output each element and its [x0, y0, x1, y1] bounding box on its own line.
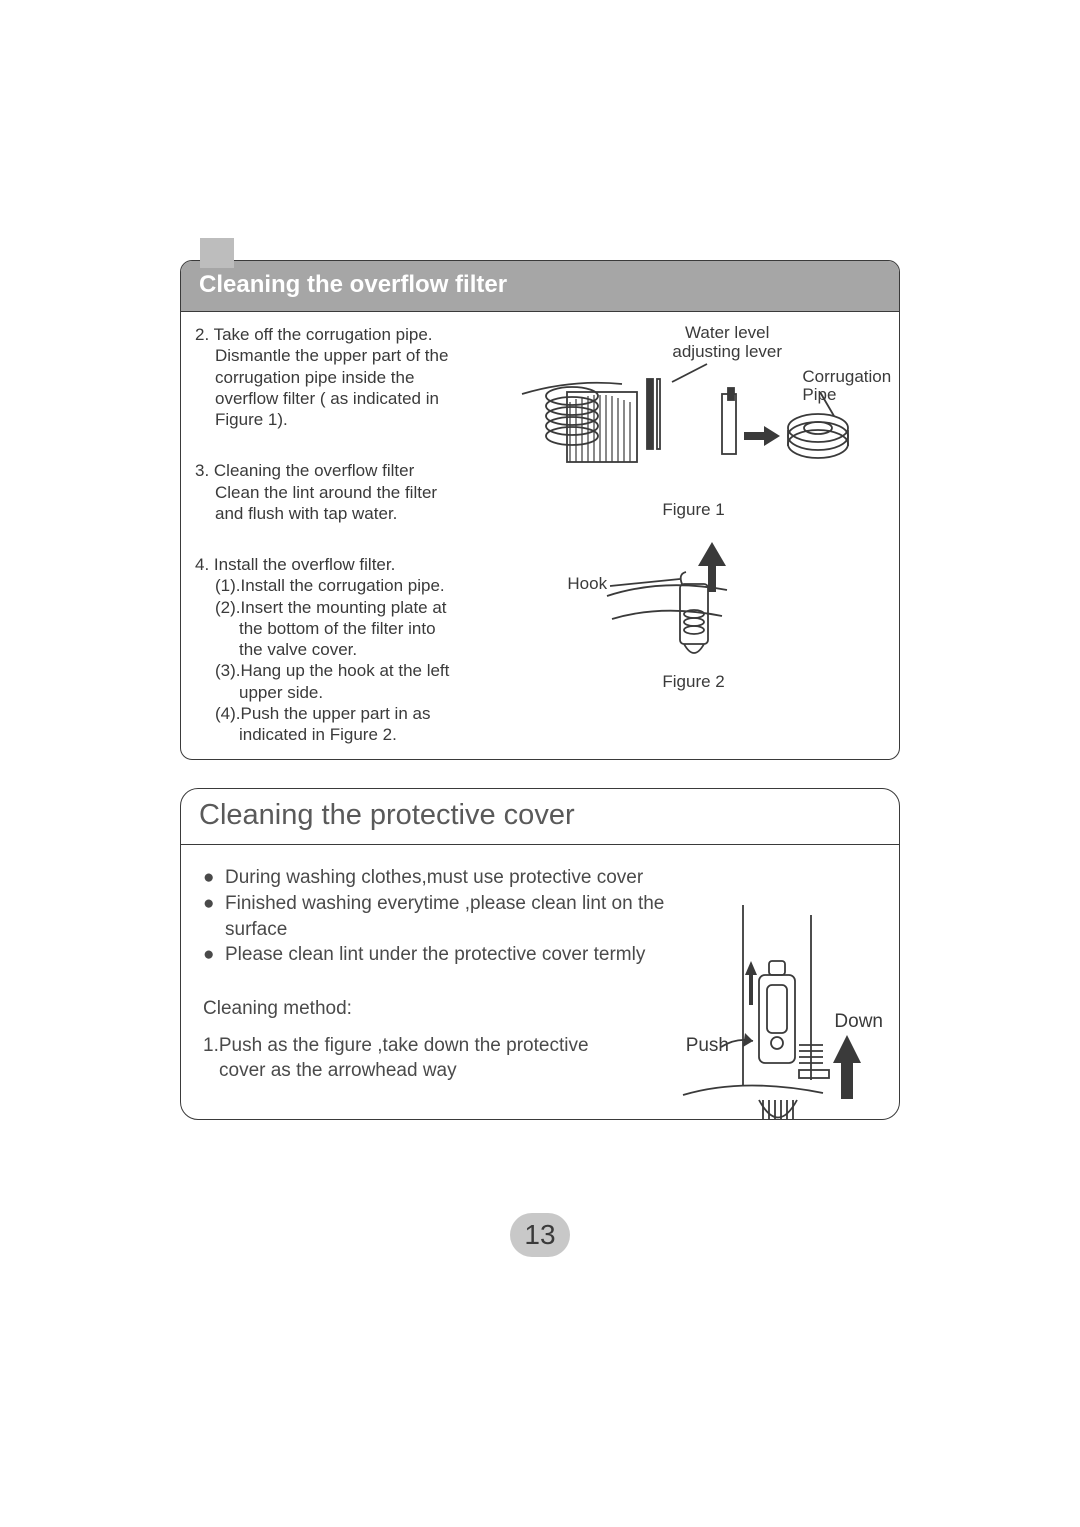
figure-1: Water level adjusting lever Corrugation …	[512, 324, 885, 524]
protective-cover-illustration-icon	[673, 895, 893, 1120]
step2-head: 2. Take off the corrugation pipe.	[195, 324, 512, 345]
step4-sub3b: upper side.	[195, 682, 512, 703]
step2-line: Dismantle the upper part of the	[195, 345, 512, 366]
section-overflow-filter: Cleaning the overflow filter 2. Take off…	[180, 260, 900, 760]
page-number: 13	[510, 1213, 570, 1257]
step2-line: overflow filter ( as indicated in	[195, 388, 512, 409]
step4-sub1: (1).Install the corrugation pipe.	[195, 575, 512, 596]
figure2-caption: Figure 2	[662, 672, 724, 692]
step4-sub4a: (4).Push the upper part in as	[195, 703, 512, 724]
step4-sub2a: (2).Insert the mounting plate at	[195, 597, 512, 618]
cm-step-1a: 1.Push as the figure ,take down the prot…	[203, 1035, 589, 1056]
step4-sub2b: the bottom of the filter into	[195, 618, 512, 639]
step-2: 2. Take off the corrugation pipe. Disman…	[195, 324, 512, 430]
step4-sub4b: indicated in Figure 2.	[195, 724, 512, 745]
step2-line: Figure 1).	[195, 409, 512, 430]
hook-label: Hook	[567, 574, 607, 594]
step4-sub3a: (3).Hang up the hook at the left	[195, 660, 512, 681]
water-level-label: Water level adjusting lever	[672, 324, 782, 361]
section1-title: Cleaning the overflow filter	[181, 261, 899, 312]
step4-head: 4. Install the overflow filter.	[195, 554, 512, 575]
corrugation-pipe-label: Corrugation Pipe	[802, 368, 891, 404]
figure1-caption: Figure 1	[662, 500, 724, 520]
bullet-1: During washing clothes,must use protecti…	[225, 865, 877, 891]
section-protective-cover: Cleaning the protective cover ●During wa…	[180, 788, 900, 1120]
step3-line: Clean the lint around the filter	[195, 482, 512, 503]
figure-2: Hook	[512, 524, 885, 694]
cm-step-1b: cover as the arrowhead way	[203, 1060, 457, 1081]
step3-line: and flush with tap water.	[195, 503, 512, 524]
section1-text-column: 2. Take off the corrugation pipe. Disman…	[195, 324, 512, 745]
step2-line: corrugation pipe inside the	[195, 367, 512, 388]
cleaning-method-step: 1.Push as the figure ,take down the prot…	[203, 1034, 643, 1083]
step-4: 4. Install the overflow filter. (1).Inst…	[195, 554, 512, 745]
figure2-illustration-icon	[512, 524, 892, 674]
step3-head: 3. Cleaning the overflow filter	[195, 460, 512, 481]
decorative-grey-box	[200, 238, 234, 268]
section2-title: Cleaning the protective cover	[181, 789, 899, 845]
page-number-text: 13	[524, 1219, 555, 1251]
section1-figure-column: Water level adjusting lever Corrugation …	[512, 324, 885, 745]
step4-sub2c: the valve cover.	[195, 639, 512, 660]
step-3: 3. Cleaning the overflow filter Clean th…	[195, 460, 512, 524]
